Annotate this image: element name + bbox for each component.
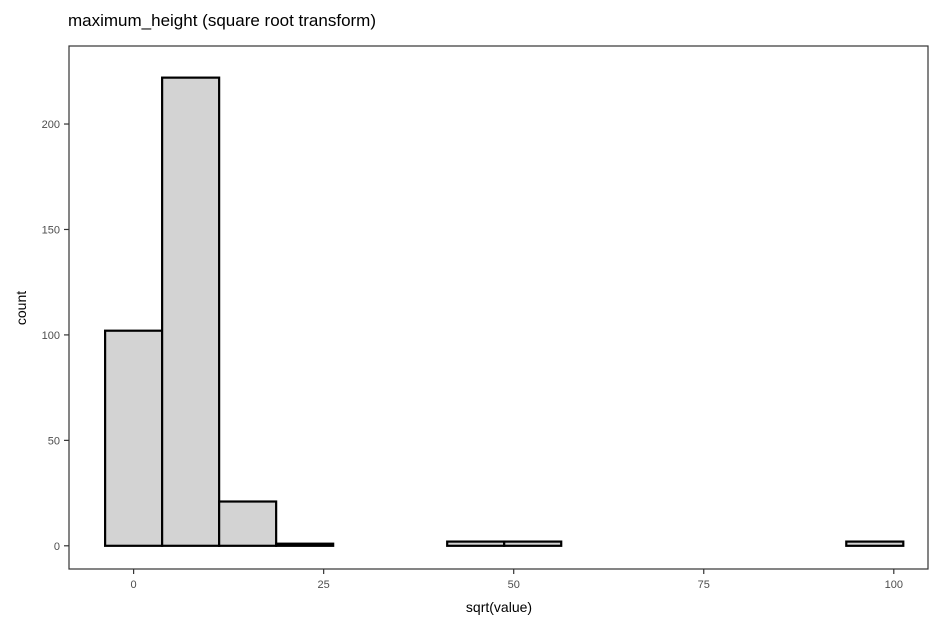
histogram-bar-3 bbox=[275, 542, 335, 547]
chart-title: maximum_height (square root transform) bbox=[68, 11, 376, 30]
y-axis-title: count bbox=[13, 291, 29, 325]
x-tick-label: 75 bbox=[698, 579, 710, 591]
y-tick-label: 100 bbox=[42, 330, 60, 342]
y-axis-ticks: 0 50 100 150 200 bbox=[42, 119, 69, 553]
histogram-bar-0 bbox=[104, 329, 164, 547]
x-tick-label: 25 bbox=[318, 579, 330, 591]
histogram-bars bbox=[104, 76, 905, 547]
histogram-bar-7 bbox=[503, 540, 563, 547]
x-axis-ticks: 0 25 50 75 100 bbox=[131, 569, 903, 591]
y-tick-label: 200 bbox=[42, 119, 60, 131]
y-tick-label: 150 bbox=[42, 224, 60, 236]
histogram-bar-6 bbox=[446, 540, 506, 547]
x-tick-label: 50 bbox=[508, 579, 520, 591]
x-axis-title: sqrt(value) bbox=[466, 599, 532, 615]
x-tick-label: 100 bbox=[885, 579, 903, 591]
histogram-bar-2 bbox=[218, 500, 278, 547]
histogram-bar-13 bbox=[845, 540, 905, 547]
y-tick-label: 50 bbox=[48, 435, 60, 447]
x-tick-label: 0 bbox=[131, 579, 137, 591]
y-tick-label: 0 bbox=[54, 541, 60, 553]
histogram-bar-1 bbox=[161, 76, 221, 547]
